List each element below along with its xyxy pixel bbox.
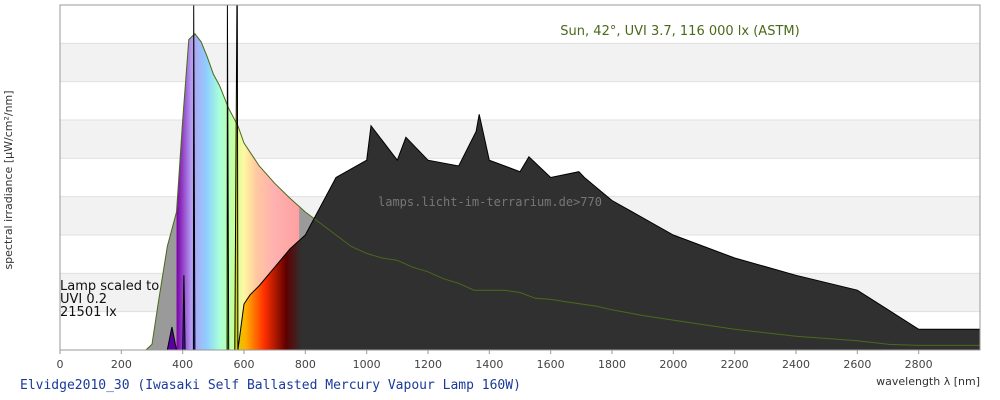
x-tick-label: 400	[172, 358, 193, 371]
y-axis-label: spectral irradiance [µW/cm²/nm]	[2, 90, 15, 269]
lamp-spectrum-line	[60, 5, 980, 350]
lamp-annotation-line3: 21501 lx	[60, 305, 117, 320]
x-tick-label: 2200	[721, 358, 749, 371]
x-tick-label: 2600	[843, 358, 871, 371]
chart-title: Elvidge2010_30 (Iwasaki Self Ballasted M…	[20, 378, 521, 393]
x-tick-label: 200	[111, 358, 132, 371]
sun-spectrum-line	[145, 33, 980, 350]
watermark: lamps.licht-im-terrarium.de>770	[378, 195, 602, 209]
x-tick-label: 2800	[905, 358, 933, 371]
grid-band	[60, 5, 980, 44]
x-tick-label: 1400	[475, 358, 503, 371]
x-tick-label: 1200	[414, 358, 442, 371]
x-tick-label: 600	[234, 358, 255, 371]
lamp-annotation-line1: Lamp scaled to	[60, 279, 159, 294]
x-axis-ticks: 0 200 400 600 800 1000 1200 1400 1600 1800 2000 220…	[57, 350, 933, 371]
lamp-annotation-line2: UVI 0.2	[60, 292, 107, 307]
x-axis-label: wavelength λ [nm]	[876, 375, 980, 388]
x-tick-label: 1000	[353, 358, 381, 371]
lamp-spectrum-area	[60, 5, 980, 350]
x-tick-label: 2000	[659, 358, 687, 371]
x-tick-label: 1600	[537, 358, 565, 371]
x-tick-label: 2400	[782, 358, 810, 371]
lamp-area-fill	[60, 5, 980, 350]
sun-series-label: Sun, 42°, UVI 3.7, 116 000 lx (ASTM)	[560, 24, 799, 39]
x-tick-label: 1800	[598, 358, 626, 371]
x-tick-label: 0	[57, 358, 64, 371]
plot-frame	[59, 4, 981, 351]
x-tick-label: 800	[295, 358, 316, 371]
spectrum-lines	[60, 5, 980, 350]
